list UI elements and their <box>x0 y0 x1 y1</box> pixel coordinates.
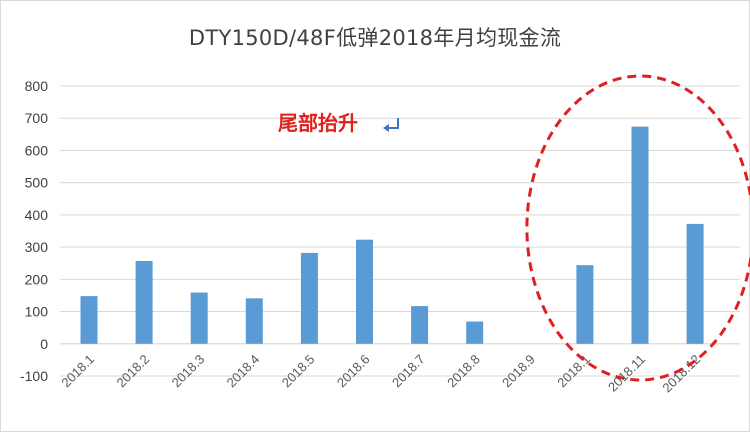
bar <box>631 126 649 344</box>
y-tick-label: 400 <box>25 207 49 223</box>
y-tick-label: 500 <box>25 175 49 191</box>
annotation-label: 尾部抬升 <box>278 111 358 135</box>
x-tick-label: 2018.11 <box>605 352 648 395</box>
bar <box>300 252 318 344</box>
y-tick-label: 800 <box>25 78 49 94</box>
x-tick-label: 2018.1 <box>554 352 593 391</box>
bar <box>245 298 263 344</box>
bar <box>80 296 98 344</box>
bar <box>190 292 208 344</box>
x-tick-label: 2018.9 <box>499 352 538 391</box>
x-tick-label: 2018.12 <box>659 352 703 396</box>
y-tick-label: 600 <box>25 142 49 158</box>
return-arrow-icon <box>383 118 399 132</box>
bar <box>686 223 704 344</box>
y-tick-label: 700 <box>25 110 49 126</box>
chart-title: DTY150D/48F低弹2018年月均现金流 <box>188 26 562 50</box>
y-tick-label: -100 <box>20 368 48 384</box>
x-tick-label: 2018.1 <box>58 352 97 391</box>
y-tick-label: 100 <box>25 304 49 320</box>
y-tick-label: 200 <box>25 271 49 287</box>
x-tick-label: 2018.2 <box>113 352 152 391</box>
bar <box>466 321 484 344</box>
x-tick-label: 2018.8 <box>444 352 483 391</box>
y-tick-label: 0 <box>40 336 48 352</box>
x-tick-label: 2018.4 <box>224 352 263 391</box>
bar <box>356 239 373 344</box>
bar <box>135 260 153 344</box>
y-tick-label: 300 <box>25 239 49 255</box>
x-tick-label: 2018.3 <box>169 352 208 391</box>
x-tick-label: 2018.7 <box>389 352 428 391</box>
x-tick-label: 2018.5 <box>279 352 318 391</box>
bar <box>576 265 594 344</box>
x-tick-label: 2018.6 <box>334 352 373 391</box>
bar <box>411 306 429 344</box>
